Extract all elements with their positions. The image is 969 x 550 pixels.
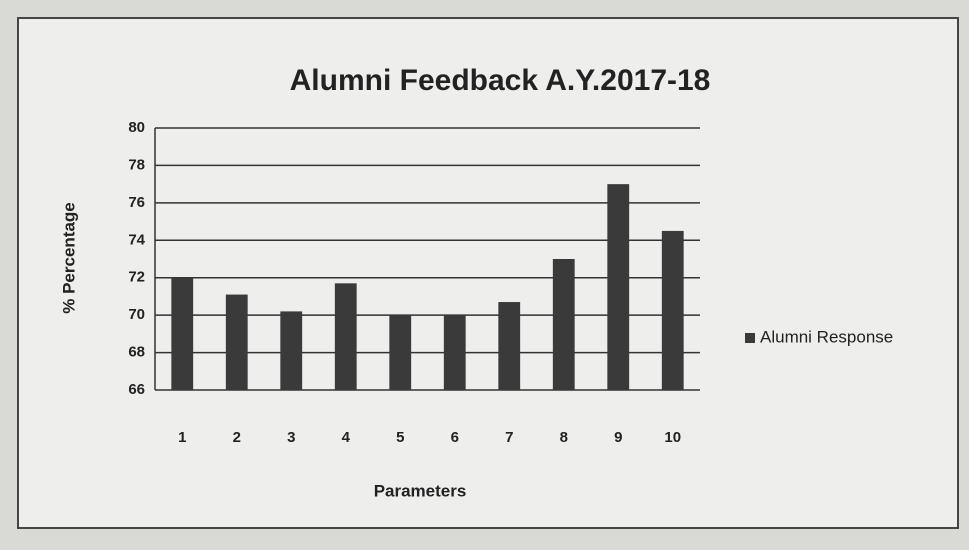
x-tick-label: 6 — [451, 429, 459, 446]
bar — [552, 259, 575, 390]
y-tick-label: 80 — [128, 119, 145, 136]
bar — [498, 302, 521, 390]
x-tick-label: 1 — [178, 429, 186, 446]
y-tick-label: 70 — [128, 306, 145, 323]
x-tick-label: 7 — [505, 429, 513, 446]
chart-frame — [17, 17, 959, 529]
chart-title: Alumni Feedback A.Y.2017-18 — [290, 64, 711, 97]
x-tick-label: 10 — [664, 429, 681, 446]
x-tick-label: 5 — [396, 429, 404, 446]
bar — [389, 315, 412, 390]
x-tick-label: 8 — [560, 429, 568, 446]
legend-label: Alumni Response — [760, 327, 893, 346]
y-tick-label: 66 — [128, 381, 145, 398]
bar — [171, 277, 194, 390]
bar — [661, 230, 684, 390]
x-axis-label: Parameters — [374, 481, 467, 500]
y-tick-label: 74 — [128, 231, 145, 248]
legend-swatch — [745, 333, 755, 343]
x-tick-label: 2 — [233, 429, 241, 446]
bar — [334, 283, 357, 390]
x-tick-label: 9 — [614, 429, 622, 446]
bar — [607, 184, 630, 390]
y-tick-label: 78 — [128, 156, 145, 173]
y-tick-label: 76 — [128, 194, 145, 211]
y-axis-label: % Percentage — [59, 202, 78, 314]
y-tick-label: 68 — [128, 344, 145, 361]
y-tick-label: 72 — [128, 269, 145, 286]
bar — [443, 315, 466, 390]
bar — [280, 311, 303, 390]
x-tick-label: 3 — [287, 429, 295, 446]
x-tick-label: 4 — [342, 429, 351, 446]
bar — [225, 294, 248, 390]
